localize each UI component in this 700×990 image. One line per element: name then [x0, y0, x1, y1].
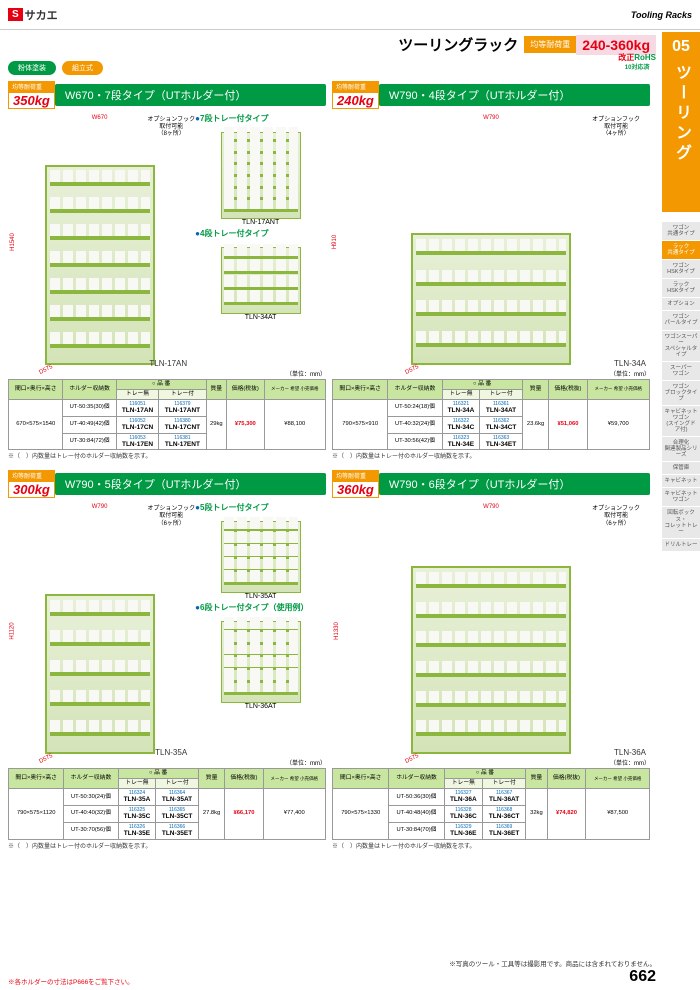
table-row: 790×575×910 UT-50:24(18)個 116321TLN-34A …	[333, 399, 650, 416]
option-note: オプションフック 取付可能 （6ヶ所）	[147, 506, 195, 528]
brand-name: サカエ	[25, 7, 58, 23]
section-load: 均等耐荷重300kg	[8, 470, 55, 498]
sub-label: 5段トレー付タイプ	[195, 502, 326, 513]
table-note: ※（ ）内数量はトレー付のホルダー収納数を示す。	[332, 451, 650, 460]
category-label: Tooling Racks	[631, 10, 692, 20]
unit-label: （単位：mm）	[332, 758, 650, 767]
section-title: W790・5段タイプ（UTホルダー付）	[55, 473, 326, 495]
load-value: 240-360kg	[576, 35, 656, 55]
spec-table: 間口×奥行×高さホルダー収納数○ 品 番質量価格(税抜)メーカー 希望 小売価格…	[8, 379, 326, 450]
table-note: ※（ ）内数量はトレー付のホルダー収納数を示す。	[8, 451, 326, 460]
section-load: 均等耐荷重360kg	[332, 470, 379, 498]
unit-label: （単位：mm）	[8, 758, 326, 767]
sidenav-item[interactable]: 合理化 関連製品シリーズ	[662, 437, 700, 461]
section-title: W790・6段タイプ（UTホルダー付）	[379, 473, 650, 495]
main-product: W670 H1540 D575 TLN-17AN オプションフック 取付可能 （…	[8, 113, 191, 365]
table-row: 790×575×1120 UT-50:30(24)個 116324TLN-35A…	[9, 789, 326, 806]
brand-logo: S サカエ	[8, 7, 58, 23]
sidenav-item[interactable]: ドリルトレー	[662, 539, 700, 551]
spec-table: 間口×奥行×高さホルダー収納数○ 品 番質量価格(税抜)メーカー 希望 小売価格…	[332, 379, 650, 450]
footer-note-2: ※写真のツール・工具等は撮影用です。商品には含まれておりません。	[449, 958, 656, 968]
table-row: 790×575×1330 UT-50:36(30)個 116327TLN-36A…	[333, 789, 650, 806]
sub-label: 7段トレー付タイプ	[195, 113, 326, 124]
product-section: 均等耐荷重350kgW670・7段タイプ（UTホルダー付） W670 H1540…	[8, 81, 326, 460]
main-model: TLN-35A	[155, 748, 187, 757]
section-load: 均等耐荷重350kg	[8, 81, 55, 109]
main-product: W790 H910 D575 TLN-34A オプションフック 取付可能 （4ヶ…	[332, 113, 650, 365]
chapter-number: 05	[672, 38, 690, 56]
sub-product: 4段トレー付タイプ TLN-34AT	[195, 228, 326, 321]
tag-row: 粉体塗装組立式	[0, 59, 700, 77]
table-note: ※（ ）内数量はトレー付のホルダー収納数を示す。	[332, 841, 650, 850]
sidenav-item[interactable]: キャビネット	[662, 475, 700, 487]
sidenav-item[interactable]: スーパー ワゴン	[662, 362, 700, 380]
product-section: 均等耐荷重300kgW790・5段タイプ（UTホルダー付） W790 H1120…	[8, 470, 326, 849]
sidenav-item[interactable]: ワゴン ブロックタイプ	[662, 381, 700, 405]
sidenav-item[interactable]: キャビネット ワゴン	[662, 488, 700, 506]
sub-product: 7段トレー付タイプ TLN-17ANT	[195, 113, 326, 226]
sidenav-item[interactable]: 保管庫	[662, 462, 700, 474]
header: S サカエ Tooling Racks	[0, 0, 700, 30]
option-note: オプションフック 取付可能 （6ヶ所）	[592, 506, 640, 528]
footer-note-1: ※各ホルダーの寸法はP666をご覧下さい。	[8, 976, 134, 986]
sub-label: 4段トレー付タイプ	[195, 228, 326, 239]
logo-mark: S	[8, 8, 23, 21]
sidenav-item[interactable]: 回転ボックス・ コレットトレー	[662, 507, 700, 537]
spec-table: 間口×奥行×高さホルダー収納数○ 品 番質量価格(税抜)メーカー 希望 小売価格…	[332, 768, 650, 839]
content-grid: 均等耐荷重350kgW670・7段タイプ（UTホルダー付） W670 H1540…	[0, 77, 700, 850]
sidenav-item[interactable]: ワゴン HSKタイプ	[662, 260, 700, 278]
sub-model: TLN-34AT	[195, 314, 326, 321]
main-model: TLN-34A	[614, 359, 646, 368]
rohs-badge: 改正RoHS 10対応済	[618, 54, 656, 72]
sub-product: 5段トレー付タイプ TLN-35AT	[195, 502, 326, 600]
sub-label: 6段トレー付タイプ（使用例）	[195, 602, 326, 613]
option-note: オプションフック 取付可能 （8ヶ所）	[147, 117, 195, 139]
tag: 粉体塗装	[8, 61, 56, 75]
side-nav: ワゴン 共通タイプラック 共通タイプワゴン HSKタイプラック HSKタイプオプ…	[662, 222, 700, 551]
sidenav-item[interactable]: ラック 共通タイプ	[662, 241, 700, 259]
section-load: 均等耐荷重240kg	[332, 81, 379, 109]
chapter-title: ツーリング	[669, 64, 693, 164]
section-title: W670・7段タイプ（UTホルダー付）	[55, 84, 326, 106]
sidenav-item[interactable]: オプション	[662, 298, 700, 310]
chapter-tab: 05 ツーリング	[662, 32, 700, 212]
main-product: W790 H1120 D575 TLN-35A オプションフック 取付可能 （6…	[8, 502, 191, 754]
option-note: オプションフック 取付可能 （4ヶ所）	[592, 117, 640, 139]
sub-model: TLN-17ANT	[195, 219, 326, 226]
unit-label: （単位：mm）	[332, 369, 650, 378]
sub-model: TLN-35AT	[195, 593, 326, 600]
footer: ※各ホルダーの寸法はP666をご覧下さい。 ※写真のツール・工具等は撮影用です。…	[8, 958, 656, 986]
main-model: TLN-17AN	[149, 359, 187, 368]
tag: 組立式	[62, 61, 103, 75]
table-row: 670×575×1540 UT-50:35(30)個 116051TLN-17A…	[9, 399, 326, 416]
sidenav-item[interactable]: ワゴン 共通タイプ	[662, 222, 700, 240]
page-number: 662	[449, 968, 656, 986]
section-title: W790・4段タイプ（UTホルダー付）	[379, 84, 650, 106]
sub-products: 7段トレー付タイプ TLN-17ANT 4段トレー付タイプ TLN-34AT	[195, 113, 326, 365]
sub-products: 5段トレー付タイプ TLN-35AT 6段トレー付タイプ（使用例） TLN-36AT	[195, 502, 326, 754]
load-label: 均等耐荷重	[524, 36, 576, 53]
table-note: ※（ ）内数量はトレー付のホルダー収納数を示す。	[8, 841, 326, 850]
page-title: ツーリングラック	[398, 34, 518, 55]
product-section: 均等耐荷重240kgW790・4段タイプ（UTホルダー付） W790 H910 …	[332, 81, 650, 460]
sidenav-item[interactable]: ラック HSKタイプ	[662, 279, 700, 297]
product-section: 均等耐荷重360kgW790・6段タイプ（UTホルダー付） W790 H1330…	[332, 470, 650, 849]
load-badge: 均等耐荷重 240-360kg	[524, 35, 656, 55]
spec-table: 間口×奥行×高さホルダー収納数○ 品 番質量価格(税抜)メーカー 希望 小売価格…	[8, 768, 326, 839]
sidenav-item[interactable]: ワゴンスーパー スペシャルタイプ	[662, 331, 700, 361]
main-model: TLN-36A	[614, 748, 646, 757]
catalog-page: S サカエ Tooling Racks ツーリングラック 均等耐荷重 240-3…	[0, 0, 700, 990]
sub-model: TLN-36AT	[195, 703, 326, 710]
title-bar: ツーリングラック 均等耐荷重 240-360kg	[0, 30, 700, 59]
sidenav-item[interactable]: ワゴン パールタイプ	[662, 311, 700, 329]
unit-label: （単位：mm）	[8, 369, 326, 378]
sidenav-item[interactable]: キャビネットワゴン (スイングドア付)	[662, 406, 700, 436]
main-product: W790 H1330 D575 TLN-36A オプションフック 取付可能 （6…	[332, 502, 650, 754]
sub-product: 6段トレー付タイプ（使用例） TLN-36AT	[195, 602, 326, 710]
